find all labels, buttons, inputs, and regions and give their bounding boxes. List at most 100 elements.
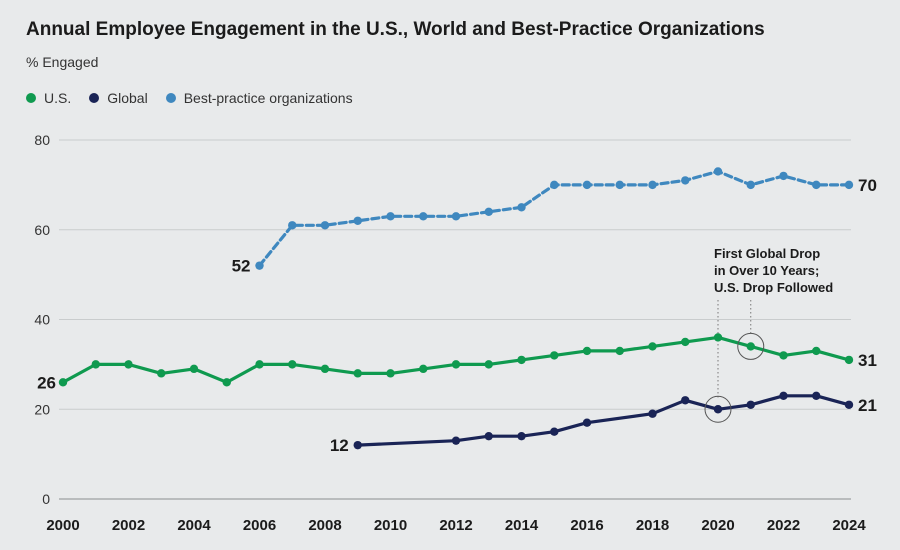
data-point-best-practice-2013	[484, 207, 493, 216]
y-tick-label-80: 80	[34, 132, 50, 148]
annotation-text-line-3: U.S. Drop Followed	[714, 280, 833, 295]
data-point-global-2019	[681, 396, 690, 405]
end-label-best-practice: 70	[858, 176, 877, 195]
data-point-us-2022	[779, 351, 788, 360]
data-point-global-2022	[779, 391, 788, 400]
data-point-global-2020	[713, 405, 723, 414]
x-tick-label-2008: 2008	[308, 517, 341, 534]
legend-item-global: Global	[89, 90, 148, 106]
data-point-us-2017	[615, 346, 624, 356]
data-point-best-practice-2020	[713, 167, 723, 176]
legend-item-best-practice: Best-practice organizations	[165, 90, 353, 106]
data-point-best-practice-2008	[320, 221, 330, 230]
data-point-best-practice-2011	[419, 212, 428, 221]
data-point-us-2013	[484, 360, 493, 369]
series-line-global	[356, 394, 851, 447]
data-point-global-2021	[746, 400, 755, 409]
data-point-us-2024	[844, 355, 854, 365]
data-point-us-2019	[681, 337, 690, 347]
x-tick-label-2018: 2018	[636, 517, 669, 534]
data-point-us-2007	[288, 360, 297, 369]
data-point-best-practice-2012	[451, 212, 461, 221]
start-label-global: 12	[330, 436, 349, 455]
data-point-us-2006	[255, 360, 264, 369]
data-point-best-practice-2010	[386, 212, 395, 221]
data-point-us-2004	[189, 364, 199, 374]
x-tick-label-2002: 2002	[112, 517, 145, 534]
data-point-us-2001	[91, 360, 100, 369]
legend: U.S. Global Best-practice organizations	[26, 90, 353, 106]
x-tick-label-2004: 2004	[177, 517, 211, 534]
data-point-us-2003	[157, 369, 166, 378]
data-point-us-2008	[320, 364, 330, 374]
x-tick-label-2016: 2016	[570, 517, 603, 534]
legend-label-best-practice: Best-practice organizations	[183, 90, 353, 106]
data-point-best-practice-2019	[681, 176, 690, 185]
data-point-us-2020	[713, 333, 723, 342]
x-tick-label-2012: 2012	[439, 517, 472, 534]
data-point-us-2012	[451, 360, 461, 369]
data-point-us-2014	[517, 355, 526, 365]
y-axis-unit-label: % Engaged	[26, 54, 99, 70]
series-line-us	[61, 335, 851, 384]
data-point-best-practice-2017	[615, 180, 624, 190]
x-tick-label-2022: 2022	[767, 517, 800, 534]
data-point-us-2000	[58, 378, 68, 387]
legend-marker-best-practice	[165, 93, 176, 103]
data-point-global-2018	[648, 409, 657, 418]
data-point-us-2002	[124, 360, 133, 369]
data-point-us-2005	[222, 378, 231, 387]
data-point-global-2009	[353, 440, 362, 450]
legend-label-global: Global	[107, 90, 148, 106]
x-tick-label-2024: 2024	[832, 517, 866, 534]
data-point-us-2023	[812, 346, 821, 356]
x-tick-label-2020: 2020	[701, 517, 734, 534]
legend-item-us: U.S.	[26, 90, 71, 106]
data-point-global-2015	[550, 427, 559, 436]
data-point-global-2013	[484, 431, 493, 441]
data-point-best-practice-2018	[648, 180, 657, 190]
data-point-best-practice-2021	[746, 180, 755, 190]
chart-title: Annual Employee Engagement in the U.S., …	[26, 19, 765, 40]
start-label-best-practice: 52	[232, 257, 251, 276]
y-tick-label-60: 60	[34, 222, 50, 238]
data-point-us-2021	[746, 342, 755, 351]
data-point-best-practice-2007	[288, 221, 297, 230]
y-tick-label-20: 20	[34, 401, 50, 417]
end-label-us: 31	[858, 351, 877, 370]
annotation-text-line-2: in Over 10 Years;	[714, 263, 819, 278]
data-point-global-2016	[582, 418, 592, 427]
legend-marker-global	[89, 93, 100, 103]
annotation-highlight-us	[737, 332, 765, 360]
data-point-best-practice-2023	[812, 180, 821, 190]
data-point-us-2018	[648, 342, 657, 351]
data-point-global-2024	[844, 400, 854, 409]
y-tick-label-0: 0	[42, 491, 50, 507]
data-point-us-2010	[386, 369, 395, 378]
data-point-global-2014	[517, 431, 526, 441]
data-point-best-practice-2016	[582, 180, 592, 190]
data-point-best-practice-2006	[255, 261, 264, 270]
x-tick-label-2006: 2006	[243, 517, 276, 534]
data-point-global-2023	[812, 391, 821, 400]
data-point-us-2009	[353, 369, 362, 378]
data-point-us-2011	[419, 364, 428, 374]
annotation-text-line-1: First Global Drop	[714, 246, 820, 261]
data-point-us-2016	[582, 346, 592, 356]
x-tick-label-2000: 2000	[46, 517, 79, 534]
data-point-best-practice-2014	[517, 203, 526, 212]
x-tick-label-2014: 2014	[505, 517, 539, 534]
data-point-best-practice-2024	[844, 180, 854, 190]
data-point-best-practice-2009	[353, 216, 362, 225]
data-point-global-2012	[451, 436, 461, 445]
data-point-us-2015	[550, 351, 559, 360]
annotation-highlight-global	[704, 395, 732, 423]
legend-marker-us	[26, 93, 36, 103]
end-label-global: 21	[858, 396, 877, 415]
x-tick-label-2010: 2010	[374, 517, 407, 534]
legend-label-us: U.S.	[44, 90, 72, 106]
start-label-us: 26	[37, 373, 56, 392]
data-point-best-practice-2015	[550, 180, 559, 190]
y-tick-label-40: 40	[34, 312, 50, 328]
